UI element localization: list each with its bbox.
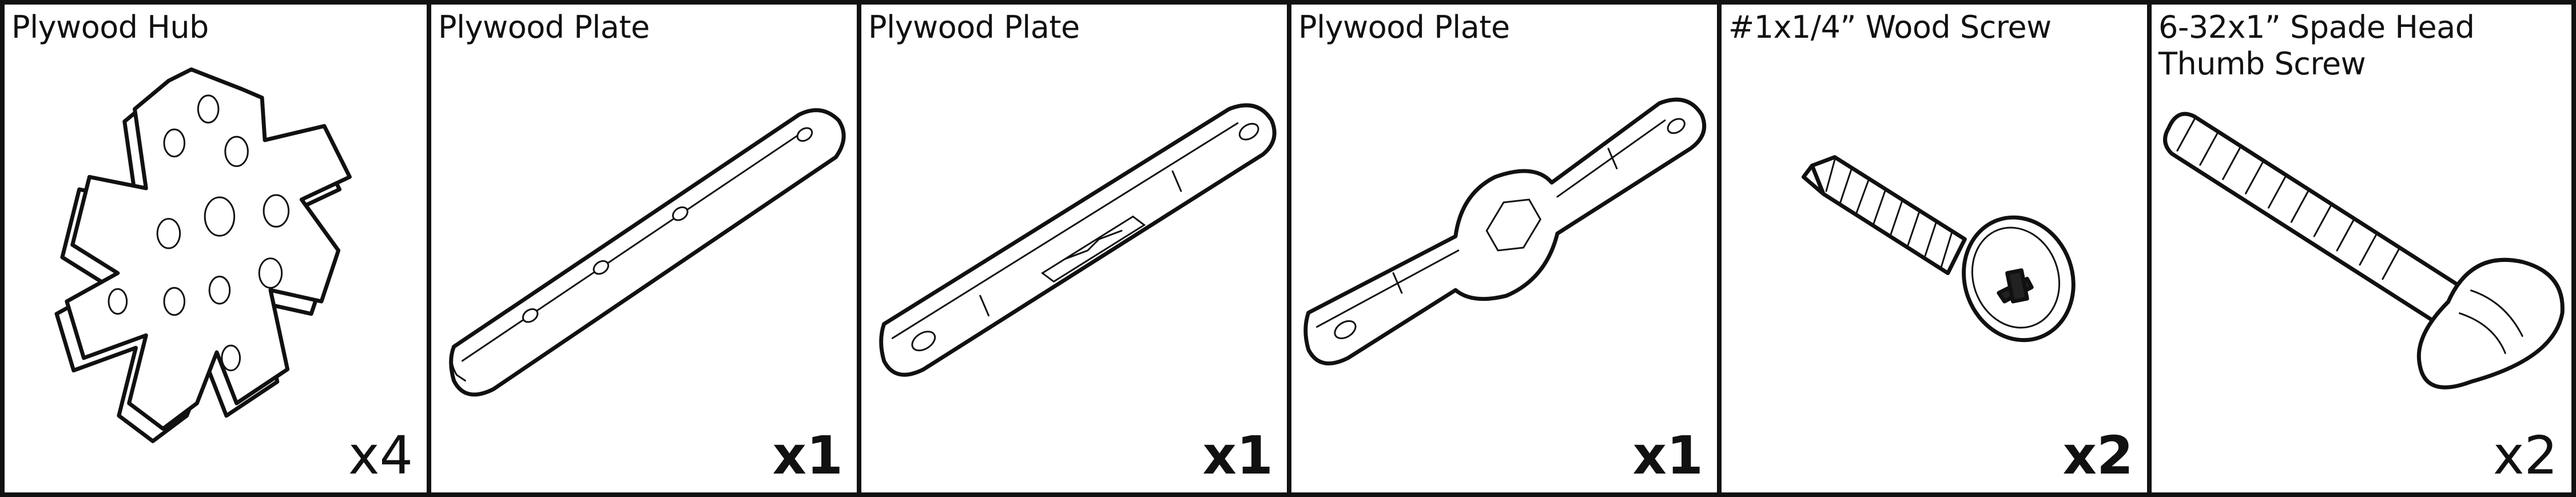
part-quantity: x2 (2062, 425, 2133, 486)
part-cell-plywood-plate-2: Plywood Plate x1 (861, 5, 1291, 492)
plywood-hub-drawing (54, 67, 352, 443)
plywood-plate-hex-drawing (1303, 97, 1707, 365)
part-quantity: x1 (1202, 425, 1273, 486)
part-name: #1x1/4” Wood Screw (1728, 9, 2052, 45)
part-quantity: x2 (2493, 425, 2558, 486)
part-quantity: x1 (772, 425, 843, 486)
wood-screw-drawing (1801, 155, 2076, 343)
part-name: Plywood Hub (11, 9, 209, 45)
part-name: Plywood Plate (1298, 9, 1510, 45)
plywood-plate-bar-drawing (449, 108, 846, 397)
part-cell-plywood-plate-3: Plywood Plate x1 (1291, 5, 1722, 492)
thumb-screw-drawing (2163, 112, 2565, 389)
part-cell-thumb-screw: 6-32x1” Spade Head Thumb Screw x2 (2152, 5, 2571, 492)
part-quantity: x4 (348, 425, 413, 486)
part-cell-plywood-hub: Plywood Hub x4 (5, 5, 431, 492)
plywood-plate-slot-drawing (879, 103, 1277, 377)
part-name: Plywood Plate (868, 9, 1080, 45)
part-name: Plywood Plate (438, 9, 650, 45)
part-quantity: x1 (1632, 425, 1703, 486)
part-name: 6-32x1” Spade Head Thumb Screw (2158, 9, 2475, 82)
part-cell-wood-screw: #1x1/4” Wood Screw x2 (1722, 5, 2152, 492)
part-cell-plywood-plate-1: Plywood Plate x1 (431, 5, 861, 492)
